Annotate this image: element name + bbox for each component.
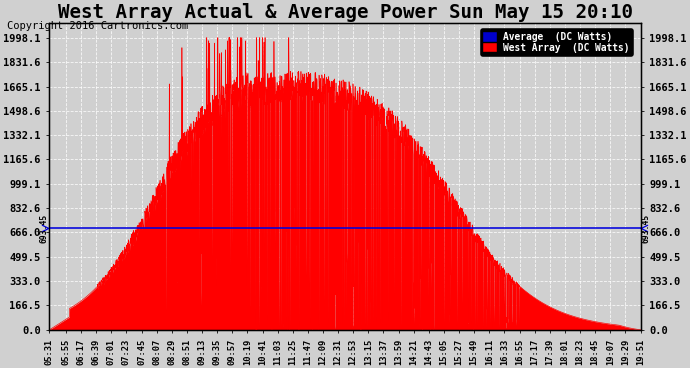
Legend: Average  (DC Watts), West Array  (DC Watts): Average (DC Watts), West Array (DC Watts… [482, 29, 633, 56]
Text: 693.45: 693.45 [39, 214, 48, 243]
Text: Copyright 2016 Cartronics.com: Copyright 2016 Cartronics.com [7, 21, 188, 31]
Text: 693.45: 693.45 [642, 214, 651, 243]
Title: West Array Actual & Average Power Sun May 15 20:10: West Array Actual & Average Power Sun Ma… [57, 3, 633, 22]
